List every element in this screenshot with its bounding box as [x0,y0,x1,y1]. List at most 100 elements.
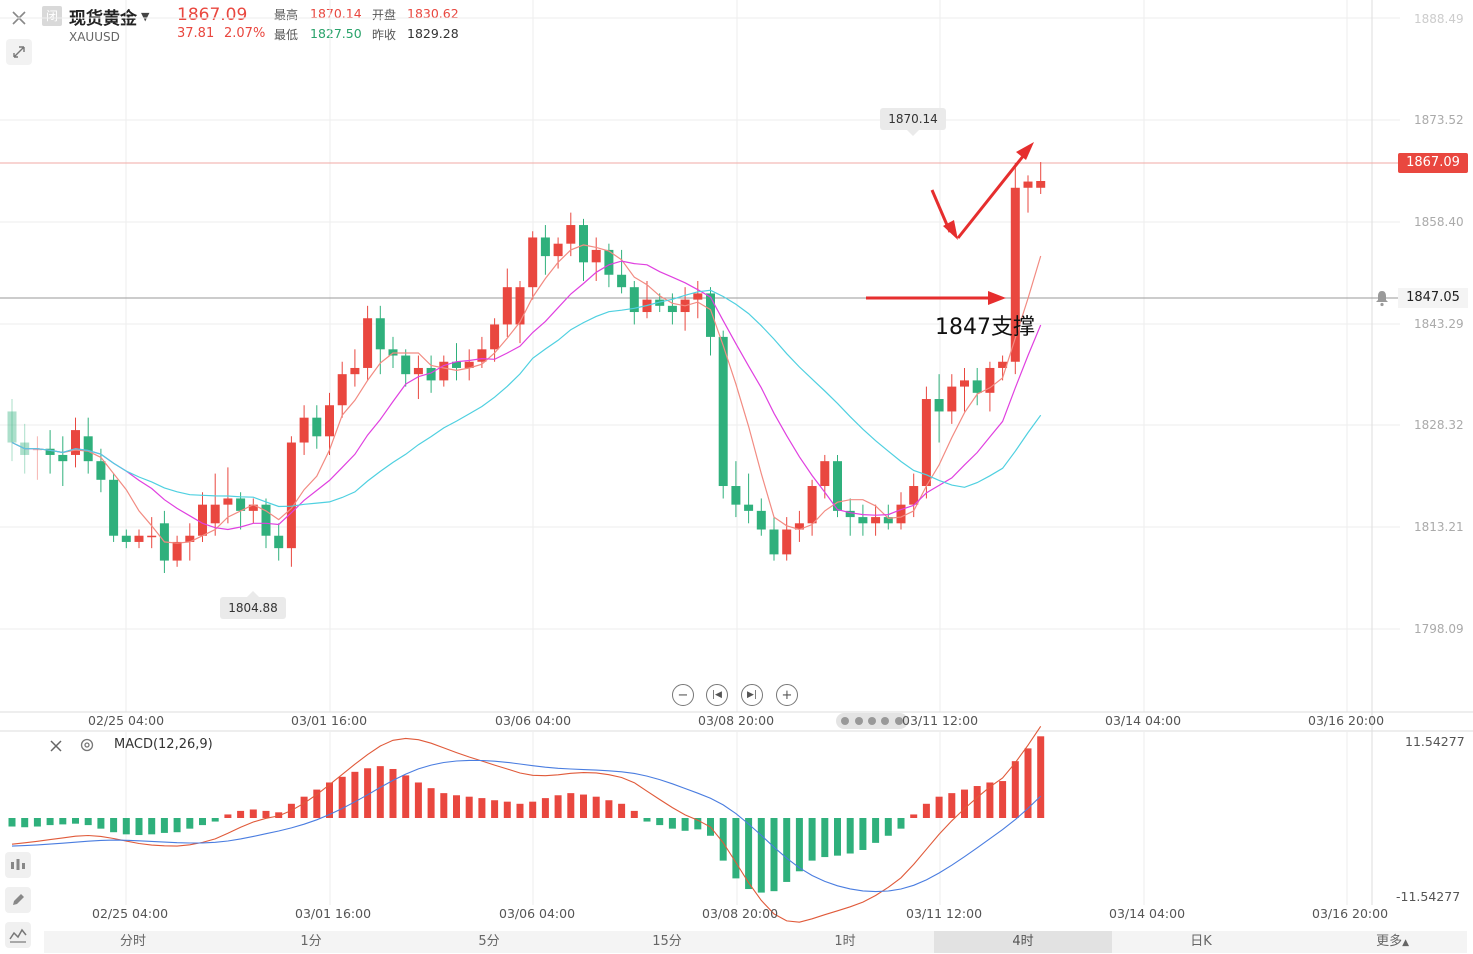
low-marker-label: 1804.88 [220,597,286,619]
time-label-3: 03/06 04:00 [495,713,572,728]
candle-body [426,367,436,381]
tab-time-share[interactable]: 分时 [119,934,146,949]
candle-body [464,361,474,368]
macd-bar [668,818,676,829]
macd-bar [846,818,854,854]
candle-body [591,249,601,263]
tab-5min[interactable]: 5分 [478,934,500,949]
indicator-settings-button[interactable] [79,737,95,757]
macd-time-label-7: 03/16 20:00 [1312,906,1389,921]
plus-icon: + [781,687,793,703]
macd-bar [1011,761,1019,818]
time-label-6: 03/14 04:00 [1105,713,1182,728]
candle-body [858,517,868,524]
macd-bar [516,803,524,818]
candle-body [1010,187,1020,362]
macd-bar [694,818,702,830]
pencil-icon [13,894,24,905]
macd-bar [402,775,410,818]
candle-body [1036,180,1046,188]
macd-bar [795,818,803,872]
macd-time-label-1: 02/25 04:00 [92,906,169,921]
macd-bar [262,810,270,818]
tab-daily[interactable]: 日K [1190,934,1212,949]
candle-body [960,380,969,387]
scroll-handle[interactable] [836,713,908,729]
macd-bar [21,818,29,828]
macd-bar [897,818,905,829]
symbol-selector[interactable]: 现货黄金 ▼ [69,4,149,29]
low-label: 最低 [274,28,299,42]
chart-type-button[interactable] [5,922,31,948]
tab-1min[interactable]: 1分 [300,934,322,949]
alert-price-tag[interactable]: 1847.05 [1398,288,1468,308]
macd-bar [72,818,79,824]
tab-15min[interactable]: 15分 [652,934,682,949]
macd-bar [465,796,473,818]
market-status-badge: 闭 [42,6,62,26]
candle-body [566,225,576,244]
macd-bar [414,782,422,818]
macd-bar [237,810,245,818]
indicator-tool-button[interactable] [5,852,31,878]
macd-bar [986,782,994,818]
price-tick-3: 1858.40 [1414,215,1464,229]
scroll-end-button[interactable]: ▶| [741,684,763,706]
macd-bar [630,810,638,818]
zoom-out-button[interactable]: − [672,684,694,706]
candle-body [248,504,258,511]
tab-1hour[interactable]: 1时 [834,934,856,949]
low-marker-pointer [247,591,259,597]
macd-bar [211,818,219,822]
candle-body [706,293,715,337]
macd-bar [338,776,346,818]
candle-body [261,504,271,536]
macd-bar [59,818,67,825]
symbol-name: 现货黄金 [69,9,137,29]
time-label-1: 02/25 04:00 [88,713,165,728]
macd-bar [592,796,600,818]
skip-back-icon: |◀ [712,690,722,700]
candle-body [147,535,157,538]
collapse-button[interactable] [6,39,32,65]
close-indicator-button[interactable] [49,738,63,757]
scroll-start-button[interactable]: |◀ [706,684,728,706]
candle-body [718,336,728,487]
macd-bar [618,803,626,818]
macd-bar [745,818,753,890]
candle-body [744,504,754,511]
candle-body [274,535,284,549]
handle-dot [867,717,876,725]
candle-body [7,411,17,443]
candle-body [452,361,461,368]
candle-body [439,361,449,381]
macd-time-label-4: 03/08 20:00 [702,906,779,921]
candle-body [325,405,334,437]
draw-tool-button[interactable] [5,887,31,913]
macd-bar [46,818,54,826]
macd-time-label-2: 03/01 16:00 [295,906,372,921]
candle-body [782,529,792,555]
candle-body [693,293,703,300]
macd-bar [884,818,892,836]
candle-body [617,274,627,288]
zoom-in-button[interactable]: + [776,684,798,706]
candle-body [629,287,639,313]
candle-body [502,287,512,325]
candle-body [896,504,906,524]
macd-bar [186,818,194,829]
macd-bar [656,818,664,826]
candle-body [540,237,550,257]
tab-more[interactable]: 更多▲ [1290,931,1467,953]
ma5-line [11,244,1042,544]
annotation-arrow-up [956,149,1030,239]
alert-bell-icon[interactable] [1374,289,1390,311]
high-value: 1870.14 [310,6,362,21]
candle-body [236,498,246,511]
skip-forward-icon: ▶| [747,690,757,700]
macd-bar [224,814,232,818]
candle-body [731,486,741,505]
macd-bar [453,795,460,818]
tab-4hour[interactable]: 4时 [934,931,1112,953]
